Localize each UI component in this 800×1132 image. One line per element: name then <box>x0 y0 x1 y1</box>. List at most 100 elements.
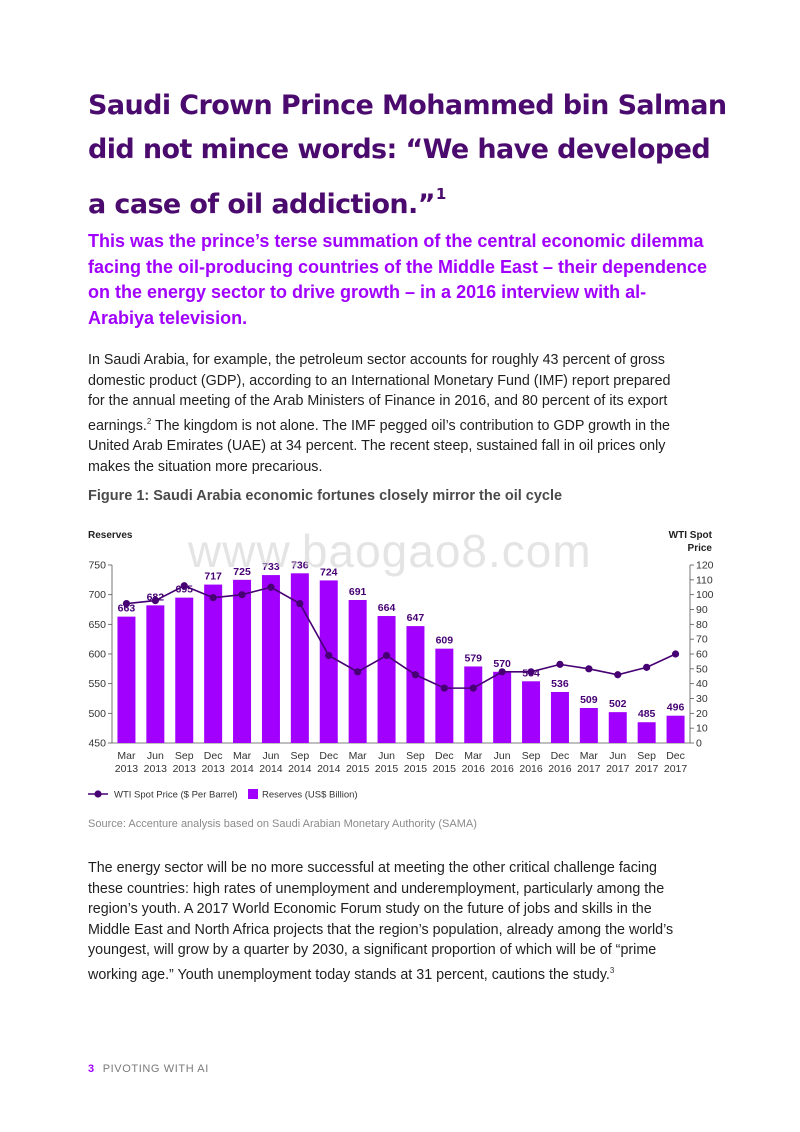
wti-price-point <box>527 668 535 676</box>
right-axis-tick-label: 20 <box>696 708 708 720</box>
reserve-bar <box>261 575 280 743</box>
x-tick-label-month: Sep <box>175 750 194 762</box>
reserve-bar-label: 691 <box>349 586 367 598</box>
legend-line-label: WTI Spot Price ($ Per Barrel) <box>114 790 238 801</box>
page-footer: 3 PIVOTING WITH AI <box>88 1063 209 1075</box>
headline-footnote: 1 <box>435 185 446 203</box>
left-axis-tick-label: 700 <box>88 589 106 601</box>
x-tick-label-month: Dec <box>435 750 454 762</box>
wti-price-point <box>671 650 680 658</box>
x-tick-label-month: Sep <box>522 750 541 762</box>
x-tick-label-month: Dec <box>204 750 223 762</box>
page-number: 3 <box>88 1063 95 1075</box>
x-tick-label-year: 2014 <box>317 763 341 775</box>
right-axis-tick-label: 0 <box>696 738 702 750</box>
x-tick-label-year: 2013 <box>173 763 197 775</box>
reserve-bar-label: 663 <box>118 603 136 615</box>
reserve-bar <box>608 712 627 743</box>
reserve-bar <box>204 584 223 743</box>
reserve-bar-label: 502 <box>609 698 627 710</box>
reserve-bar <box>464 666 483 743</box>
x-tick-label-year: 2016 <box>548 763 572 775</box>
x-tick-label-year: 2017 <box>577 763 601 775</box>
reserve-bar-label: 496 <box>667 702 685 714</box>
right-axis-title-line2: Price <box>688 543 713 554</box>
reserve-bar <box>233 579 252 743</box>
reserve-bar <box>550 691 569 743</box>
reserve-bar-label: 725 <box>233 566 251 578</box>
wti-price-point <box>469 684 477 692</box>
left-axis-tick-label: 650 <box>88 619 106 631</box>
reserve-bar <box>319 580 338 743</box>
x-tick-label-month: Dec <box>666 750 685 762</box>
reserve-bar-label: 717 <box>204 571 222 583</box>
wti-price-point <box>325 651 333 660</box>
right-axis-tick-label: 80 <box>696 619 708 631</box>
body-paragraph-1: In Saudi Arabia, for example, the petrol… <box>88 350 688 477</box>
x-tick-label-month: Mar <box>233 750 252 762</box>
reserve-bar <box>117 616 136 743</box>
reserve-bar <box>493 671 512 743</box>
reserve-bar-label: 724 <box>320 566 338 578</box>
left-axis-title: Reserves <box>88 530 133 541</box>
reserve-bar <box>175 597 194 743</box>
right-axis-tick-label: 120 <box>696 560 714 572</box>
reserve-bar-label: 736 <box>291 559 309 571</box>
paragraph1-footnote: 2 <box>146 416 152 426</box>
wti-price-point <box>382 651 391 660</box>
x-tick-label-month: Jun <box>262 750 279 762</box>
x-tick-label-year: 2015 <box>404 763 428 775</box>
left-axis-tick-label: 500 <box>88 708 106 720</box>
wti-price-point <box>643 663 651 671</box>
reserve-bar-label: 609 <box>436 635 454 647</box>
right-axis-tick-label: 60 <box>696 649 708 661</box>
x-tick-label-year: 2013 <box>115 763 139 775</box>
x-tick-label-month: Jun <box>609 750 626 762</box>
watermark: www.baogao8.com <box>188 525 592 577</box>
wti-price-point <box>614 671 622 679</box>
x-tick-label-year: 2013 <box>201 763 225 775</box>
legend-bar-swatch <box>248 789 258 799</box>
right-axis-title-line1: WTI Spot <box>669 530 713 541</box>
right-axis-tick-label: 40 <box>696 678 708 690</box>
x-tick-label-month: Mar <box>349 750 368 762</box>
reserve-bar <box>146 605 165 743</box>
legend-line-marker <box>94 790 102 798</box>
paragraph2-footnote: 3 <box>609 965 615 975</box>
reserve-bar-label: 509 <box>580 694 598 706</box>
legend-bar-label: Reserves (US$ Billion) <box>262 790 358 801</box>
body-paragraph-2: The energy sector will be no more succes… <box>88 858 688 985</box>
x-tick-label-year: 2013 <box>144 763 168 775</box>
x-tick-label-year: 2016 <box>519 763 543 775</box>
x-tick-label-month: Sep <box>291 750 310 762</box>
wti-price-point <box>180 582 188 590</box>
reserve-bar <box>290 573 309 743</box>
x-tick-label-month: Jun <box>147 750 164 762</box>
reserve-bar <box>377 616 396 743</box>
right-axis-tick-label: 110 <box>696 574 713 586</box>
x-tick-label-year: 2015 <box>433 763 457 775</box>
x-tick-label-year: 2017 <box>664 763 688 775</box>
x-tick-label-month: Dec <box>319 750 338 762</box>
reserve-bar-label: 664 <box>378 602 396 614</box>
paragraph1-part2: The kingdom is not alone. The IMF pegged… <box>88 417 670 475</box>
reserve-bar <box>406 626 425 743</box>
wti-price-point <box>267 583 275 591</box>
figure-title: Figure 1: Saudi Arabia economic fortunes… <box>88 488 563 504</box>
reserve-bar-label: 485 <box>638 708 656 720</box>
right-axis-tick-label: 100 <box>696 589 714 601</box>
footer-title: PIVOTING WITH AI <box>102 1063 209 1075</box>
wti-price-point <box>238 591 246 599</box>
reserve-bar-label: 647 <box>407 612 425 624</box>
x-tick-label-year: 2014 <box>288 763 312 775</box>
paragraph1-part1: In Saudi Arabia, for example, the petrol… <box>88 352 671 434</box>
reserve-bar <box>666 715 685 743</box>
left-axis-tick-label: 600 <box>88 649 106 661</box>
x-tick-label-month: Sep <box>637 750 656 762</box>
wti-price-point <box>151 597 159 605</box>
reserve-bar-label: 579 <box>464 652 482 664</box>
x-tick-label-year: 2014 <box>230 763 254 775</box>
right-axis-tick-label: 10 <box>696 723 708 735</box>
wti-price-point <box>354 668 362 676</box>
wti-price-point <box>498 668 506 676</box>
